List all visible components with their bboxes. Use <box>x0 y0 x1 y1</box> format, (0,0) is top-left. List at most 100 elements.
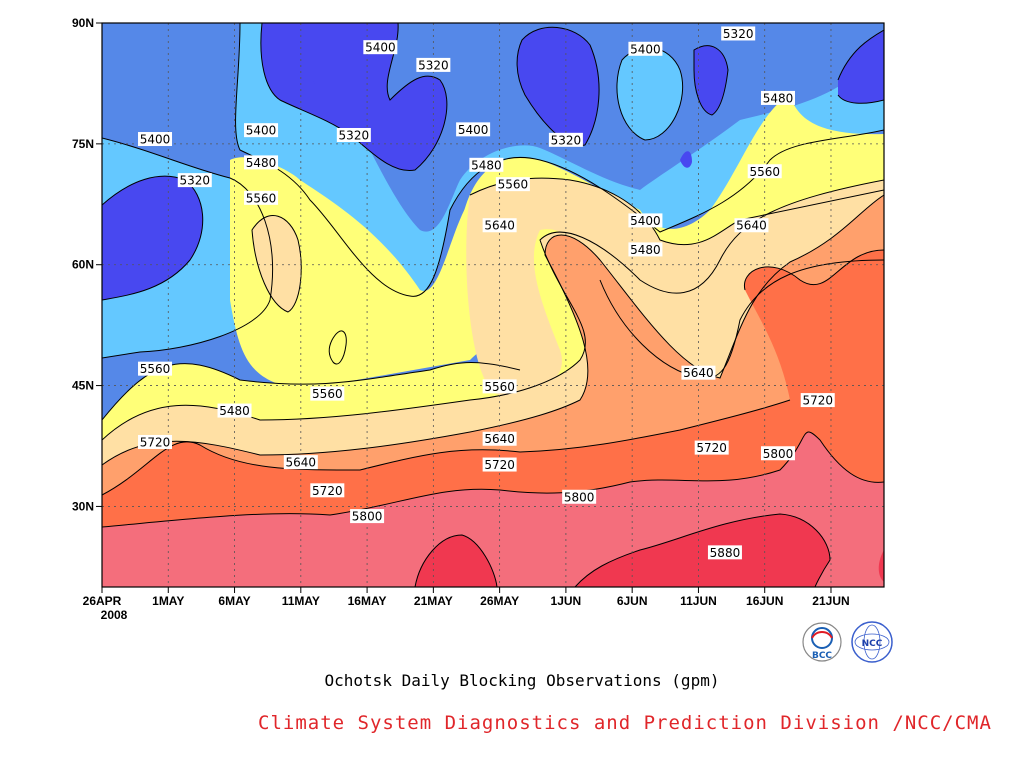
x-tick-label: 1MAY <box>152 594 184 608</box>
contour-label-text: 5640 <box>484 219 515 233</box>
contour-label-box <box>138 132 173 147</box>
contour-chart: 26APR 1MAY 6MAY 11MAY 16MAY 21MAY 26MAY 1JUN 6JU… <box>72 16 885 622</box>
x-tick-label: 1JUN <box>551 594 582 608</box>
contour-label: 5560 <box>747 164 782 179</box>
contour-label-text: 5400 <box>630 214 661 228</box>
contour-label-text: 5400 <box>140 133 171 147</box>
fill-below-5320 <box>838 30 884 104</box>
contour-label-box <box>707 545 742 560</box>
contour-label-text: 5400 <box>365 41 396 55</box>
contour-label-box <box>747 164 782 179</box>
contour-label-text: 5720 <box>802 394 833 408</box>
contour-label: 5800 <box>562 489 597 504</box>
contour-fills <box>102 23 884 587</box>
contour-label: 5640 <box>482 431 517 446</box>
contour-label-text: 5720 <box>696 441 727 455</box>
fill-above-5880 <box>415 535 497 587</box>
contour-label: 5640 <box>681 365 716 380</box>
contour-label-text: 5320 <box>180 174 211 188</box>
x-tick-label: 21MAY <box>414 594 453 608</box>
contour-label: 5720 <box>482 457 517 472</box>
contour-label: 5480 <box>217 403 252 418</box>
contour-label-box <box>416 57 451 72</box>
contour-label-text: 5480 <box>763 91 794 105</box>
y-tick-label: 75N <box>72 137 94 151</box>
fill-below-5320 <box>694 45 728 116</box>
logos: BCC NCC <box>802 621 893 663</box>
contour-label-text: 5560 <box>498 178 529 192</box>
fill-below-5320 <box>102 176 203 300</box>
contour-label-box <box>694 440 729 455</box>
contour-label: 5320 <box>548 132 583 147</box>
contour-label: 5480 <box>628 242 663 257</box>
contour-label-box <box>628 41 663 56</box>
contour-label-box <box>244 155 279 170</box>
contour-label: 5720 <box>694 440 729 455</box>
contour-label: 5640 <box>734 218 769 233</box>
contour-label-text: 5560 <box>246 191 277 205</box>
contour-label: 5560 <box>244 190 279 205</box>
contour-label-box <box>310 386 345 401</box>
ncc-logo-text: NCC <box>862 639 883 649</box>
contour-label-text: 5560 <box>312 387 343 401</box>
fill-above-5880 <box>878 550 884 582</box>
contour-label: 5320 <box>416 57 451 72</box>
contour-label-box <box>336 127 371 142</box>
x-axis-year-label: 2008 <box>101 608 128 622</box>
x-tick-label: 16MAY <box>348 594 387 608</box>
contour-label-text: 5400 <box>458 123 489 137</box>
contour-label-box <box>760 446 795 461</box>
contour-label: 5480 <box>760 90 795 105</box>
contour-label: 5560 <box>482 379 517 394</box>
contour-label-box <box>721 26 756 41</box>
contour-label-box <box>760 90 795 105</box>
contour-label-text: 5480 <box>630 243 661 257</box>
contour-label-text: 5560 <box>749 165 780 179</box>
y-tick-label: 45N <box>72 379 94 393</box>
contour-label: 5480 <box>469 157 504 172</box>
contour-label: 5480 <box>244 155 279 170</box>
contour-label-box <box>244 123 279 138</box>
contour-label-box <box>548 132 583 147</box>
x-tick-label: 26MAY <box>480 594 519 608</box>
contour-label-text: 5560 <box>484 380 515 394</box>
contour-label-box <box>217 403 252 418</box>
contour-label-box <box>310 483 345 498</box>
contour-label: 5320 <box>721 26 756 41</box>
contour-label-box <box>363 40 398 55</box>
contour-label-text: 5320 <box>551 133 582 147</box>
contour-label-box <box>456 122 491 137</box>
contour-label-box <box>138 434 173 449</box>
x-tick-label: 11JUN <box>680 594 717 608</box>
contour-label-text: 5560 <box>140 362 171 376</box>
fill-5560-5640 <box>466 178 884 395</box>
credit-line: Climate System Diagnostics and Predictio… <box>258 712 992 734</box>
contour-label-text: 5640 <box>736 219 767 233</box>
contour-label-text: 5480 <box>246 156 277 170</box>
contour-label-box <box>681 365 716 380</box>
contour-label: 5720 <box>310 483 345 498</box>
contour-label-text: 5400 <box>630 42 661 56</box>
contour-label-text: 5720 <box>312 484 343 498</box>
contour-label-box <box>628 242 663 257</box>
contour-label: 5400 <box>456 122 491 137</box>
x-tick-label: 11MAY <box>282 594 320 608</box>
contour-label: 5400 <box>363 40 398 55</box>
contour-label-text: 5480 <box>219 404 250 418</box>
contour-label: 5400 <box>138 132 173 147</box>
contour-label-text: 5720 <box>140 435 171 449</box>
contour-label: 5720 <box>800 393 835 408</box>
fill-5480-5560 <box>230 157 526 390</box>
contour-label-box <box>283 455 318 470</box>
x-tick-label: 16JUN <box>746 594 783 608</box>
fill-below-5320 <box>300 77 316 91</box>
contour-label-text: 5880 <box>710 546 741 560</box>
contour-label-box <box>800 393 835 408</box>
fill-below-5320 <box>680 151 692 168</box>
y-tick-label: 60N <box>72 258 94 272</box>
x-tick-label: 6JUN <box>617 594 648 608</box>
contour-label-box <box>244 190 279 205</box>
contour-label-text: 5320 <box>418 58 449 72</box>
contour-label: 5560 <box>138 361 173 376</box>
contour-label-text: 5800 <box>352 510 383 524</box>
